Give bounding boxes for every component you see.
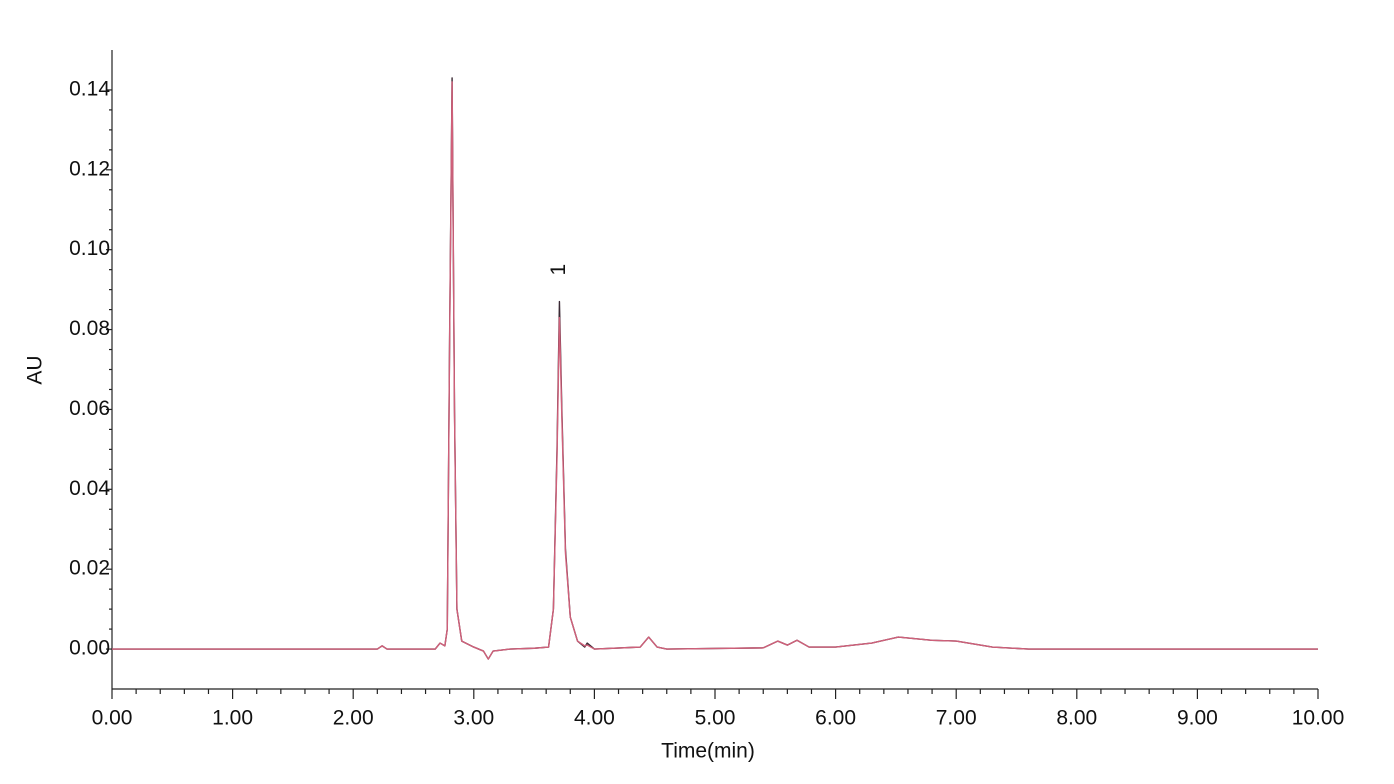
y-tick-label: 0.06 — [69, 397, 110, 420]
x-tick-label: 4.00 — [574, 707, 615, 730]
y-tick-label: 0.14 — [69, 77, 110, 100]
x-tick-label: 2.00 — [333, 707, 374, 730]
y-tick-label: 0.10 — [69, 237, 110, 260]
x-tick-label: 3.00 — [453, 707, 494, 730]
x-tick-label: 10.00 — [1292, 707, 1345, 730]
y-tick-label: 0.12 — [69, 157, 110, 180]
x-tick-label: 0.00 — [92, 707, 133, 730]
x-tick-label: 1.00 — [212, 707, 253, 730]
peak-annotation: 1 — [547, 264, 570, 276]
x-tick-label: 9.00 — [1177, 707, 1218, 730]
x-axis-label: Time(min) — [661, 740, 755, 763]
y-axis-label: AU — [24, 355, 47, 384]
y-tick-label: 0.02 — [69, 557, 110, 580]
y-tick-label: 0.04 — [69, 477, 110, 500]
series-line — [112, 81, 1318, 660]
series-line — [112, 77, 1318, 660]
x-tick-label: 6.00 — [815, 707, 856, 730]
y-tick-label: 0.00 — [69, 637, 110, 660]
y-tick-label: 0.08 — [69, 317, 110, 340]
x-tick-label: 5.00 — [695, 707, 736, 730]
x-tick-label: 7.00 — [936, 707, 977, 730]
x-tick-label: 8.00 — [1056, 707, 1097, 730]
